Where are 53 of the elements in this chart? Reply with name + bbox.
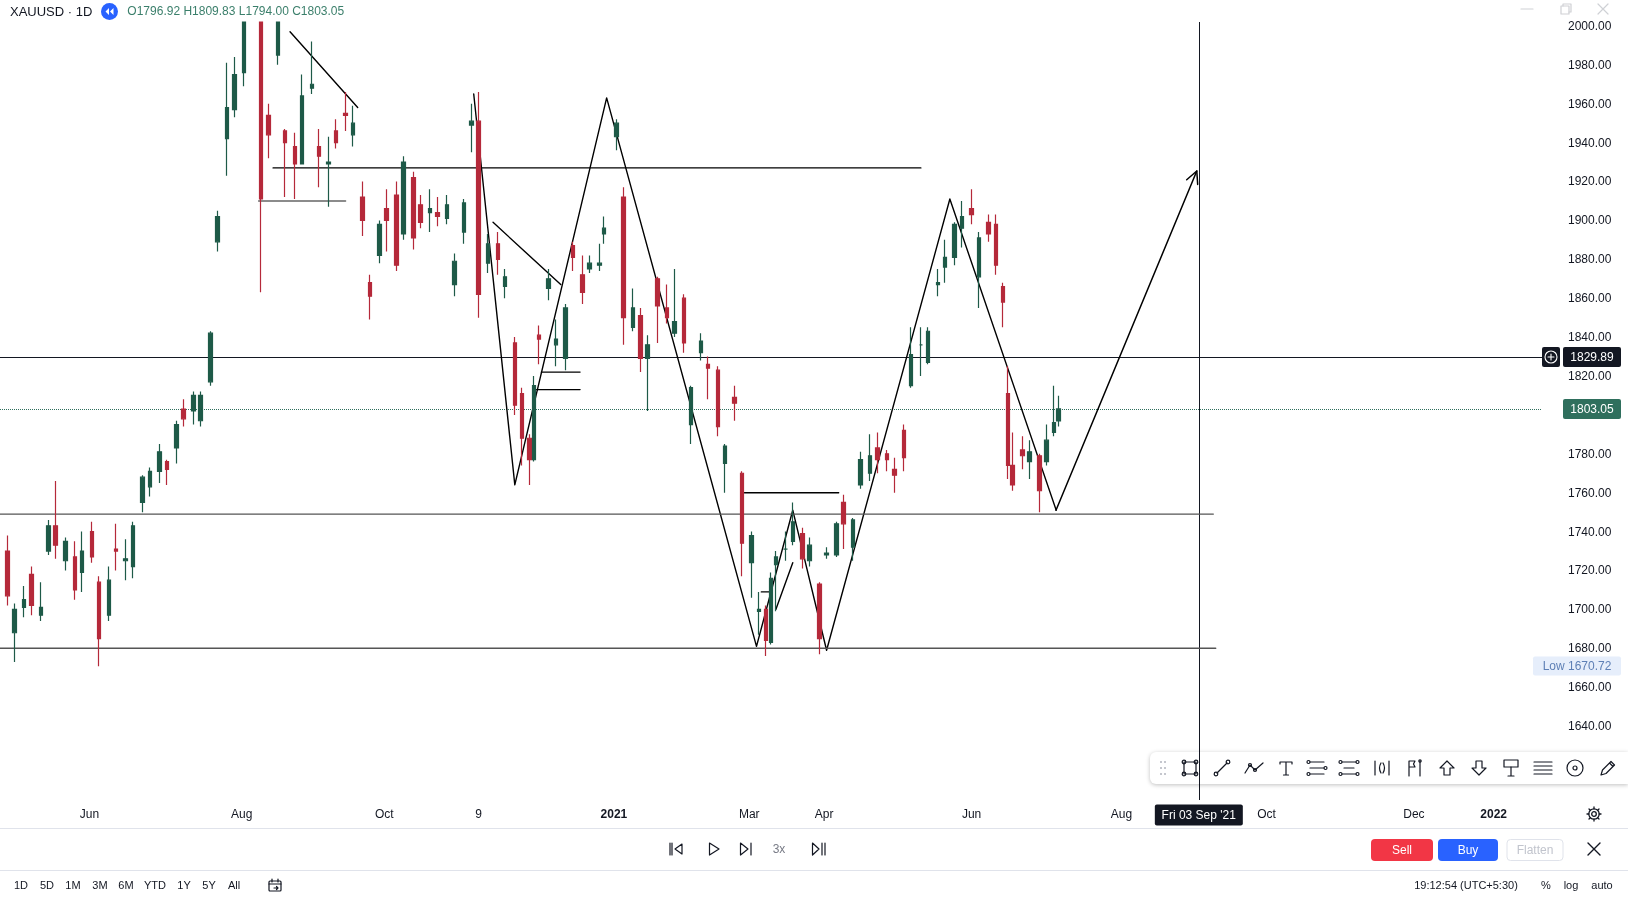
x-tick-label: 9 xyxy=(475,807,483,821)
y-tick-label: 1940.00 xyxy=(1568,135,1612,150)
x-tick-label: 2022 xyxy=(1480,807,1508,821)
text: All xyxy=(227,879,241,891)
chart-subtitle: O1796.92 H1809.83 L1794.00 C1803.05 xyxy=(127,4,345,18)
chart-title: XAUUSD · 1D xyxy=(10,3,93,19)
x-tick-label: 2021 xyxy=(600,807,628,821)
y-tick-label: 1840.00 xyxy=(1568,330,1612,345)
x-tick-label: Oct xyxy=(1257,807,1277,821)
text: 1Y xyxy=(177,879,191,891)
x-tick-label: Apr xyxy=(814,807,834,821)
y-tick-label: 1780.00 xyxy=(1568,446,1612,461)
text: Buy xyxy=(1438,839,1498,861)
y-tick-label: 1900.00 xyxy=(1568,213,1612,228)
y-tick-label: 1920.00 xyxy=(1568,174,1612,189)
y-tick-label: 1760.00 xyxy=(1568,485,1612,500)
text: Flatten xyxy=(1506,839,1564,861)
text: 3x xyxy=(772,842,786,856)
text: YTD xyxy=(144,879,166,891)
y-tick-label: 1680.00 xyxy=(1568,641,1612,656)
x-tick-label: Jun xyxy=(79,807,100,821)
y-tick-label: 1820.00 xyxy=(1568,368,1612,383)
text: Low 1670.72 xyxy=(1533,656,1621,676)
text: 6M xyxy=(118,879,134,891)
text: 1M xyxy=(65,879,81,891)
y-tick-label: 1660.00 xyxy=(1568,680,1612,695)
y-tick-label: 1880.00 xyxy=(1568,252,1612,267)
text: 1D xyxy=(13,879,29,891)
x-tick-label: Aug xyxy=(231,807,253,821)
x-tick-label: Jun xyxy=(961,807,982,821)
text: 5D xyxy=(39,879,55,891)
text: 5Y xyxy=(202,879,216,891)
y-tick-label: 1860.00 xyxy=(1568,291,1612,306)
y-tick-label: 1700.00 xyxy=(1568,602,1612,617)
y-tick-label: 1740.00 xyxy=(1568,524,1612,539)
x-tick-label: Mar xyxy=(738,807,760,821)
y-tick-label: 1960.00 xyxy=(1568,96,1612,111)
ref-line-label: 1803.05 xyxy=(1563,398,1621,419)
ref-line-label: 1829.89 xyxy=(1563,346,1621,367)
x-tick-label: Aug xyxy=(1110,807,1133,821)
text: log xyxy=(1563,879,1579,891)
text: 3M xyxy=(92,879,108,891)
text: % xyxy=(1541,879,1551,891)
x-tick-label: Dec xyxy=(1403,807,1425,821)
y-tick-label: 2000.00 xyxy=(1568,18,1612,33)
ref-line-label: Fri 03 Sep '21 xyxy=(1154,804,1243,826)
y-tick-label: 1640.00 xyxy=(1568,719,1612,734)
y-tick-label: 1980.00 xyxy=(1568,57,1612,72)
text: Sell xyxy=(1371,839,1433,861)
y-tick-label: 1720.00 xyxy=(1568,563,1612,578)
text: auto xyxy=(1591,879,1613,891)
x-tick-label: Oct xyxy=(374,807,395,821)
text: 19:12:54 (UTC+5:30) xyxy=(1414,879,1518,891)
